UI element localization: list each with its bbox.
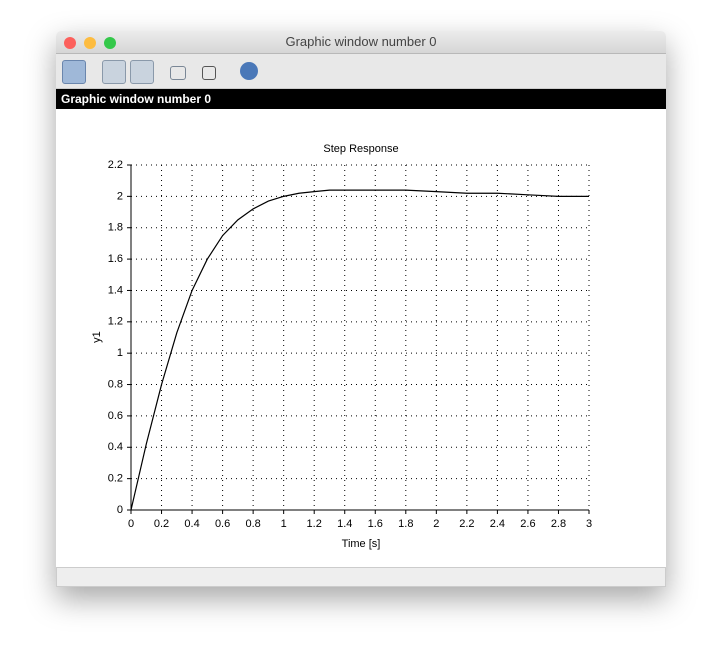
window-title: Graphic window number 0 bbox=[285, 34, 437, 49]
x-tick-label: 0.6 bbox=[215, 518, 230, 530]
y-tick-label: 0.8 bbox=[108, 378, 123, 390]
y-tick-label: 2.2 bbox=[108, 159, 123, 171]
x-tick-label: 1 bbox=[281, 518, 287, 530]
x-tick-label: 0 bbox=[128, 518, 134, 530]
help-button[interactable] bbox=[240, 62, 258, 80]
x-axis-label: Time [s] bbox=[342, 538, 381, 550]
close-button[interactable] bbox=[64, 37, 76, 49]
title-bar: Graphic window number 0 bbox=[56, 31, 666, 54]
minimize-button[interactable] bbox=[84, 37, 96, 49]
y-axis-label: y1 bbox=[91, 331, 103, 343]
x-tick-label: 1.4 bbox=[337, 518, 352, 530]
zoom-out-button[interactable] bbox=[130, 60, 154, 84]
y-tick-label: 1.2 bbox=[108, 316, 123, 328]
y-tick-label: 1.6 bbox=[108, 253, 123, 265]
x-tick-label: 2.4 bbox=[490, 518, 505, 530]
y-tick-label: 1.8 bbox=[108, 222, 123, 234]
x-tick-label: 1.2 bbox=[307, 518, 322, 530]
toolbar bbox=[56, 54, 666, 89]
y-tick-label: 0.2 bbox=[108, 473, 123, 485]
zoom-in-button[interactable] bbox=[102, 60, 126, 84]
x-tick-label: 0.8 bbox=[245, 518, 260, 530]
chart-title: Step Response bbox=[323, 143, 398, 155]
figure-header: Graphic window number 0 bbox=[56, 89, 666, 109]
datatip-button[interactable] bbox=[170, 66, 186, 80]
x-tick-label: 2 bbox=[433, 518, 439, 530]
y-tick-label: 1 bbox=[117, 347, 123, 359]
y-tick-label: 1.4 bbox=[108, 284, 123, 296]
x-tick-label: 0.2 bbox=[154, 518, 169, 530]
window: Graphic window number 0 Graphic window n… bbox=[56, 31, 666, 587]
x-tick-label: 2.8 bbox=[551, 518, 566, 530]
x-tick-label: 2.2 bbox=[459, 518, 474, 530]
x-tick-label: 2.6 bbox=[520, 518, 535, 530]
x-tick-label: 3 bbox=[586, 518, 592, 530]
y-tick-label: 2 bbox=[117, 190, 123, 202]
rotate-button[interactable] bbox=[62, 60, 86, 84]
zoom-button[interactable] bbox=[104, 37, 116, 49]
y-tick-label: 0.6 bbox=[108, 410, 123, 422]
x-tick-label: 1.8 bbox=[398, 518, 413, 530]
status-bar bbox=[56, 567, 666, 587]
editor-button[interactable] bbox=[202, 66, 216, 80]
x-tick-label: 1.6 bbox=[368, 518, 383, 530]
x-tick-label: 0.4 bbox=[184, 518, 199, 530]
response-line bbox=[130, 189, 589, 511]
y-tick-label: 0.4 bbox=[108, 441, 123, 453]
y-tick-label: 0 bbox=[117, 504, 123, 516]
